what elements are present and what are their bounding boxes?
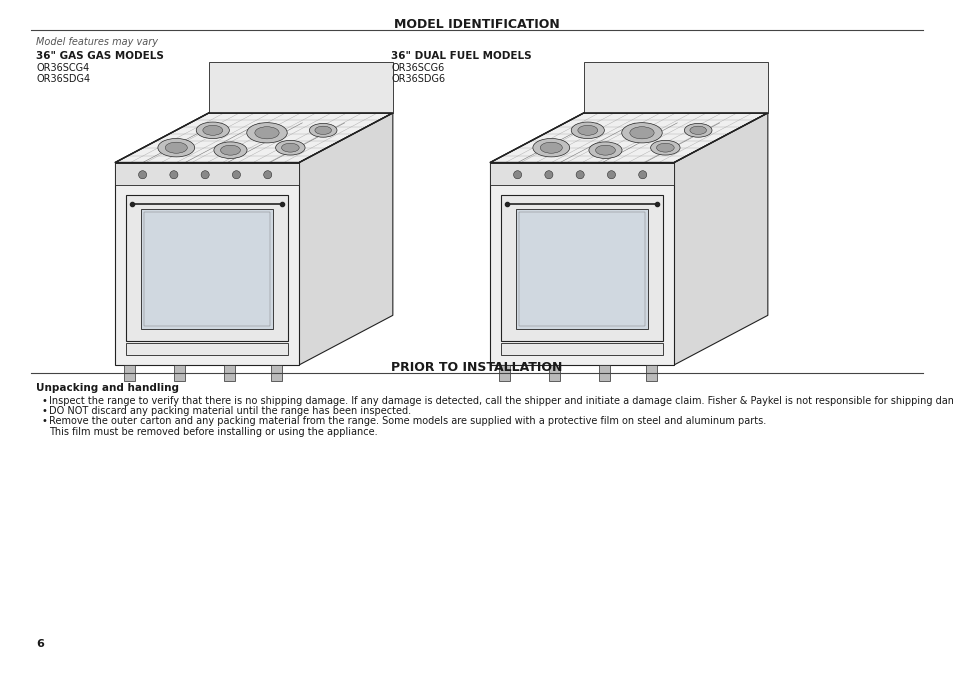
Text: MODEL IDENTIFICATION: MODEL IDENTIFICATION [394, 18, 559, 30]
Bar [173, 365, 185, 381]
Bar [646, 365, 657, 381]
Ellipse shape [533, 138, 569, 157]
Polygon shape [126, 343, 288, 355]
Text: OR36SCG4: OR36SCG4 [36, 63, 90, 74]
Ellipse shape [196, 122, 229, 138]
Bar [548, 365, 559, 381]
Polygon shape [115, 163, 298, 365]
Ellipse shape [629, 127, 654, 139]
Polygon shape [490, 163, 673, 185]
Text: 36" GAS GAS MODELS: 36" GAS GAS MODELS [36, 51, 164, 61]
Text: OR36SDG6: OR36SDG6 [391, 74, 445, 84]
Circle shape [201, 171, 209, 179]
Ellipse shape [539, 142, 561, 153]
Ellipse shape [656, 143, 674, 152]
Text: DO NOT discard any packing material until the range has been inspected.: DO NOT discard any packing material unti… [49, 406, 411, 416]
Text: Remove the outer carton and any packing material from the range. Some models are: Remove the outer carton and any packing … [49, 416, 765, 427]
Ellipse shape [621, 123, 661, 143]
Ellipse shape [275, 140, 305, 155]
Ellipse shape [588, 142, 621, 159]
Ellipse shape [314, 126, 331, 134]
Ellipse shape [689, 126, 706, 134]
Polygon shape [500, 195, 662, 341]
Ellipse shape [595, 145, 615, 155]
Circle shape [544, 171, 553, 179]
Ellipse shape [650, 140, 679, 155]
Bar [124, 365, 135, 381]
Ellipse shape [220, 145, 240, 155]
Circle shape [233, 171, 240, 179]
Polygon shape [490, 163, 673, 365]
Ellipse shape [578, 126, 598, 135]
Ellipse shape [157, 138, 194, 157]
Ellipse shape [247, 123, 287, 143]
Bar [598, 365, 609, 381]
Ellipse shape [165, 142, 187, 153]
Ellipse shape [571, 122, 603, 138]
Bar [271, 365, 282, 381]
Text: Model features may vary: Model features may vary [36, 37, 158, 47]
Bar [498, 365, 510, 381]
Ellipse shape [254, 127, 279, 139]
Ellipse shape [309, 124, 336, 137]
Ellipse shape [281, 143, 299, 152]
Ellipse shape [203, 126, 222, 135]
Polygon shape [500, 343, 662, 355]
Text: OR36SCG6: OR36SCG6 [391, 63, 444, 74]
Bar [223, 365, 234, 381]
Text: Unpacking and handling: Unpacking and handling [36, 383, 179, 394]
Polygon shape [298, 113, 393, 365]
Polygon shape [583, 62, 767, 113]
Polygon shape [115, 163, 298, 185]
Circle shape [638, 171, 646, 179]
Text: This film must be removed before installing or using the appliance.: This film must be removed before install… [49, 427, 376, 437]
Circle shape [138, 171, 147, 179]
Polygon shape [490, 113, 767, 163]
Ellipse shape [213, 142, 247, 159]
Text: •: • [42, 396, 48, 406]
Circle shape [263, 171, 272, 179]
Text: •: • [42, 416, 48, 427]
Polygon shape [673, 113, 767, 365]
Circle shape [607, 171, 615, 179]
Polygon shape [516, 209, 647, 329]
Circle shape [170, 171, 178, 179]
Text: 6: 6 [36, 639, 44, 649]
Text: OR36SDG4: OR36SDG4 [36, 74, 91, 84]
Text: PRIOR TO INSTALLATION: PRIOR TO INSTALLATION [391, 361, 562, 374]
Polygon shape [209, 62, 393, 113]
Text: Inspect the range to verify that there is no shipping damage. If any damage is d: Inspect the range to verify that there i… [49, 396, 953, 406]
Polygon shape [141, 209, 273, 329]
Polygon shape [115, 113, 393, 163]
Text: 36" DUAL FUEL MODELS: 36" DUAL FUEL MODELS [391, 51, 531, 61]
Ellipse shape [683, 124, 711, 137]
Polygon shape [126, 195, 288, 341]
Text: •: • [42, 406, 48, 416]
Circle shape [513, 171, 521, 179]
Circle shape [576, 171, 583, 179]
